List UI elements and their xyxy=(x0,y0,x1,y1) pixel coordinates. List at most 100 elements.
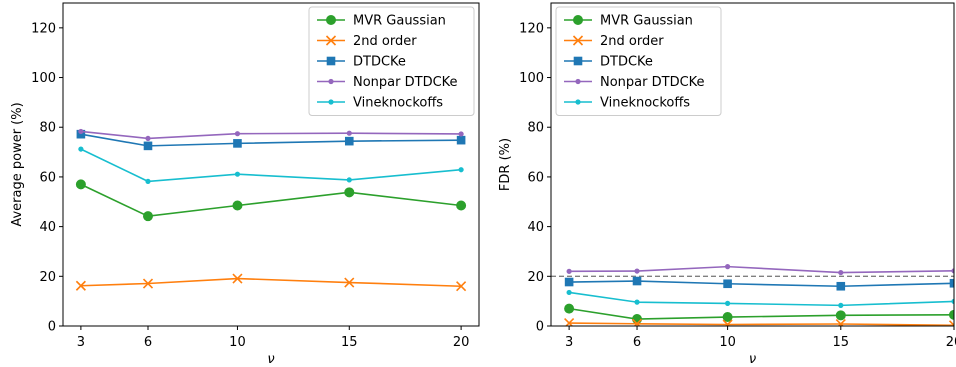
data-point xyxy=(456,135,466,145)
data-point xyxy=(634,299,640,305)
y-tick-label: 40 xyxy=(527,220,544,235)
y-tick-label: 120 xyxy=(519,21,544,36)
x-tick-label: 6 xyxy=(144,335,152,350)
y-axis-label: Average power (%) xyxy=(10,102,25,226)
legend-entry: DTDCKe xyxy=(317,55,406,70)
legend-entry: 2nd order xyxy=(317,34,417,49)
legend-label: Nonpar DTDCKe xyxy=(600,75,705,90)
y-tick-label: 40 xyxy=(39,220,56,235)
y-axis-label: FDR (%) xyxy=(498,138,513,191)
data-point xyxy=(835,310,846,321)
y-tick-label: 20 xyxy=(527,270,544,285)
x-tick-label: 10 xyxy=(719,335,736,350)
legend-marker xyxy=(326,15,336,25)
legend-marker xyxy=(573,15,583,25)
series-line xyxy=(80,183,462,218)
data-point xyxy=(232,273,243,284)
data-point xyxy=(143,141,153,151)
data-point xyxy=(835,318,846,326)
series-2nd-order xyxy=(564,317,954,326)
x-axis-label: ν xyxy=(267,352,274,367)
data-point xyxy=(724,264,731,270)
legend-entry: 2nd order xyxy=(564,34,664,49)
data-point xyxy=(722,319,733,326)
series-dtdcke xyxy=(564,276,954,291)
legend-label: Vineknockoffs xyxy=(353,96,443,111)
x-tick-label: 15 xyxy=(833,335,850,350)
data-point xyxy=(566,289,572,296)
data-point xyxy=(631,318,643,326)
data-point xyxy=(344,136,354,146)
series-nonpar-dtdcke xyxy=(566,264,954,276)
legend-marker xyxy=(575,99,581,105)
legend-box xyxy=(555,6,722,116)
legend-label: DTDCKe xyxy=(353,55,406,70)
data-point xyxy=(75,280,86,291)
data-point xyxy=(566,268,572,274)
data-point xyxy=(142,211,153,222)
axes-frame xyxy=(62,2,480,327)
data-point xyxy=(564,277,574,287)
legend-entry: Nonpar DTDCKe xyxy=(564,75,705,90)
legend-entry: Nonpar DTDCKe xyxy=(317,75,458,90)
data-point xyxy=(564,317,575,326)
series-2nd-order xyxy=(75,273,467,292)
data-point xyxy=(78,146,84,152)
data-point xyxy=(346,130,352,136)
legend: MVR Gaussian 2nd order DTDCKe Nonpar DTDCKe… xyxy=(555,6,722,116)
data-point xyxy=(836,281,846,291)
legend: MVR Gaussian 2nd order DTDCKe Nonpar DTDCKe… xyxy=(308,6,475,116)
data-point xyxy=(456,281,467,292)
data-point xyxy=(234,131,241,137)
axes-frame xyxy=(550,2,955,327)
x-tick-label: 15 xyxy=(341,335,358,350)
y-tick-label: 120 xyxy=(31,21,56,36)
y-tick-label: 0 xyxy=(536,320,544,335)
data-point xyxy=(145,135,151,142)
data-point xyxy=(838,269,844,276)
plot-area xyxy=(564,264,954,326)
y-tick-label: 60 xyxy=(527,170,544,185)
legend-entry: MVR Gaussian xyxy=(317,14,446,29)
data-point xyxy=(232,200,243,211)
series-line xyxy=(569,322,954,326)
series-line xyxy=(569,265,954,274)
legend-marker xyxy=(325,35,337,46)
y-tick-label: 60 xyxy=(39,170,56,185)
legend-entry: DTDCKe xyxy=(564,55,653,70)
data-point xyxy=(724,300,731,306)
power-chart: 0 20 40 60 80 100 120 3 6 10 15 20 ν Average power (%… xyxy=(10,2,480,367)
legend-marker xyxy=(328,78,334,85)
data-point xyxy=(76,129,86,139)
data-point xyxy=(145,178,151,184)
data-point xyxy=(949,309,954,320)
data-point xyxy=(949,278,954,288)
x-tick-label: 20 xyxy=(946,335,956,350)
data-point xyxy=(948,320,954,326)
series-line xyxy=(80,130,462,140)
legend-label: DTDCKe xyxy=(600,55,653,70)
legend-entry: Vineknockoffs xyxy=(317,96,443,111)
data-point xyxy=(458,167,464,173)
data-point xyxy=(632,314,643,325)
x-tick-label: 3 xyxy=(565,335,573,350)
fdr-chart: 0 20 40 60 80 100 120 3 6 10 15 20 ν FDR (%) MVR Gauss… xyxy=(498,2,956,367)
data-point xyxy=(234,171,241,177)
series-line xyxy=(569,280,954,288)
data-point xyxy=(78,128,84,135)
series-line xyxy=(80,277,462,288)
legend-marker xyxy=(326,56,336,66)
data-point xyxy=(346,177,352,183)
data-point xyxy=(838,302,844,308)
data-point xyxy=(564,303,575,314)
data-point xyxy=(632,276,642,286)
x-tick-label: 20 xyxy=(453,335,470,350)
x-axis-label: ν xyxy=(749,352,756,367)
series-vineknockoffs xyxy=(566,289,954,308)
y-tick-label: 100 xyxy=(519,71,544,86)
y-tick-label: 0 xyxy=(48,320,56,335)
data-point xyxy=(456,200,467,211)
series-mvr-gaussian xyxy=(564,303,954,325)
legend-label: MVR Gaussian xyxy=(353,14,446,29)
data-point xyxy=(344,187,355,198)
